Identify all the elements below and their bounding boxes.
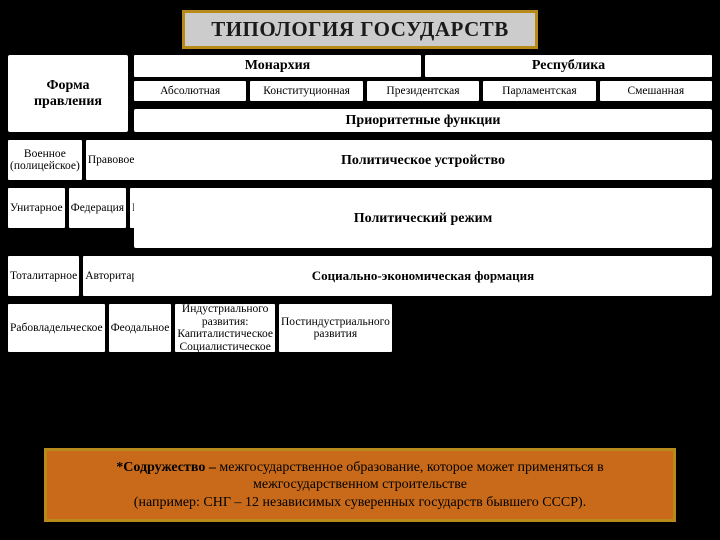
row-label-regime: Политический режим xyxy=(134,188,712,248)
sub-parliamentary: Парламентская xyxy=(483,81,595,101)
row-form-sub: Абсолютная Конституционная Президентская… xyxy=(134,81,712,101)
form-postindustrial: Постиндустриального развития xyxy=(279,304,392,352)
row-form-groups: Монархия Республика xyxy=(134,55,712,77)
typology-grid: Форма правления Монархия Республика Абсо… xyxy=(8,55,712,352)
row-label-form: Форма правления xyxy=(8,55,128,132)
footnote-body1: межгосударственное образование, которое … xyxy=(219,460,603,493)
footnote: *Содружество – межгосударственное образо… xyxy=(44,448,676,523)
title-wrap: ТИПОЛОГИЯ ГОСУДАРСТВ xyxy=(0,0,720,49)
sub-constitutional: Конституционная xyxy=(250,81,362,101)
sub-presidential: Президентская xyxy=(367,81,479,101)
form-slave: Рабовладельческое xyxy=(8,304,105,352)
row-structure-cells: Унитарное Федерация Конфедерация xyxy=(8,188,128,248)
form-industrial: Индустриального развития: Капиталистичес… xyxy=(175,304,275,352)
row-regime-cells: Тоталитарное Авторитарное Демократическо… xyxy=(8,256,128,296)
func-legal: Правовое xyxy=(86,140,137,180)
row-label-formation: Социально-экономическая формация xyxy=(134,256,712,296)
sub-mixed: Смешанная xyxy=(600,81,712,101)
footnote-lead: *Содружество – xyxy=(116,460,219,475)
group-republic: Республика xyxy=(425,55,712,77)
row-label-structure: Политическое устройство xyxy=(134,140,712,180)
row-label-functions: Приоритетные функции xyxy=(134,109,712,132)
sub-absolute: Абсолютная xyxy=(134,81,246,101)
group-monarchy: Монархия xyxy=(134,55,421,77)
row-formation-cells: Рабовладельческое Феодальное Индустриаль… xyxy=(8,304,128,352)
func-military: Военное (полицейское) xyxy=(8,140,82,180)
struct-unitary: Унитарное xyxy=(8,188,65,228)
page-title: ТИПОЛОГИЯ ГОСУДАРСТВ xyxy=(182,10,538,49)
row-form-right: Монархия Республика Абсолютная Конституц… xyxy=(134,55,712,101)
struct-federation: Федерация xyxy=(69,188,126,228)
footnote-text: *Содружество – межгосударственное образо… xyxy=(116,460,603,510)
form-feudal: Феодальное xyxy=(109,304,172,352)
regime-totalitarian: Тоталитарное xyxy=(8,256,79,296)
footnote-body2: (например: СНГ – 12 независимых суверенн… xyxy=(134,495,586,510)
row-functions-cells: Военное (полицейское) Правовое Социально… xyxy=(8,140,128,180)
slide: ТИПОЛОГИЯ ГОСУДАРСТВ Форма правления Мон… xyxy=(0,0,720,540)
